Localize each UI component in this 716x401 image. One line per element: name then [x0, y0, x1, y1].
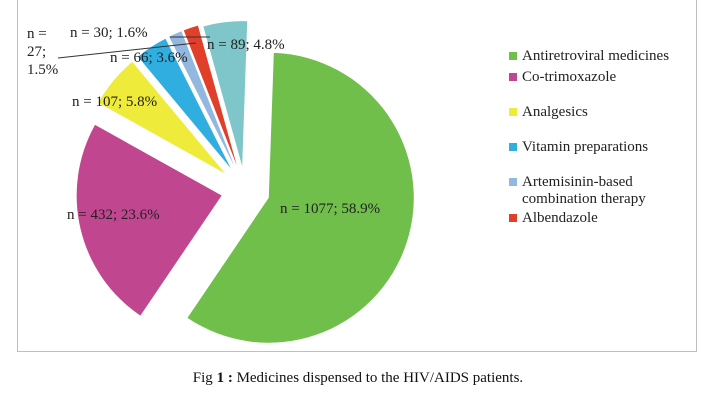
legend-label: Artemisinin-based combination therapy [522, 174, 646, 207]
legend-item: Antiretroviral medicines [509, 48, 694, 65]
leader-line-artemisinin [57, 42, 197, 59]
caption-prefix: Fig [192, 370, 217, 386]
data-label-other: n = 89; 4.8% [207, 37, 285, 53]
caption-text: Medicines dispensed to the HIV/AIDS pati… [232, 370, 524, 386]
legend-label: Albendazole [522, 210, 598, 226]
legend-swatch [509, 108, 517, 116]
legend-swatch [509, 143, 517, 151]
legend-item: Analgesics [509, 104, 694, 121]
legend-label: Co-trimoxazole [522, 69, 617, 85]
legend-item: Artemisinin-based combination therapy [509, 174, 694, 208]
data-label-artemisinin: n = 27; 1.5% [27, 26, 59, 78]
data-label-antiretroviral: n = 1077; 58.9% [280, 201, 381, 217]
legend-swatch [509, 73, 517, 81]
data-label-albendazole: n = 30; 1.6% [70, 25, 148, 41]
data-label-cotrimoxazole: n = 432; 23.6% [67, 207, 160, 223]
legend-swatch [509, 52, 517, 60]
legend-label: Vitamin preparations [522, 139, 649, 155]
legend-swatch [509, 178, 517, 186]
data-label-vitamin: n = 66; 3.6% [110, 50, 188, 66]
caption-number: 1 : [216, 370, 233, 386]
figure-caption: Fig 1 : Medicines dispensed to the HIV/A… [0, 370, 716, 387]
pie-slice-antiretroviral-medicines [187, 52, 414, 343]
legend-swatch [509, 214, 517, 222]
chart-frame [17, 0, 697, 352]
legend-label: Analgesics [522, 104, 588, 120]
legend-item: Co-trimoxazole [509, 69, 694, 86]
legend-item: Albendazole [509, 210, 694, 227]
legend: Antiretroviral medicines Co-trimoxazole … [509, 48, 694, 227]
pie-slice-other [203, 21, 248, 167]
pie-slice-albendazole [183, 25, 237, 166]
legend-label: Antiretroviral medicines [522, 48, 670, 64]
data-label-analgesics: n = 107; 5.8% [72, 94, 158, 110]
pie-slice-co-trimoxazole [76, 124, 222, 316]
pie-slice-vitamin-preparations [138, 38, 231, 169]
pie-slice-analgesics [98, 61, 225, 174]
legend-item: Vitamin preparations [509, 139, 694, 156]
pie-slice-artemisinin-based-combination-therapy [169, 31, 235, 167]
